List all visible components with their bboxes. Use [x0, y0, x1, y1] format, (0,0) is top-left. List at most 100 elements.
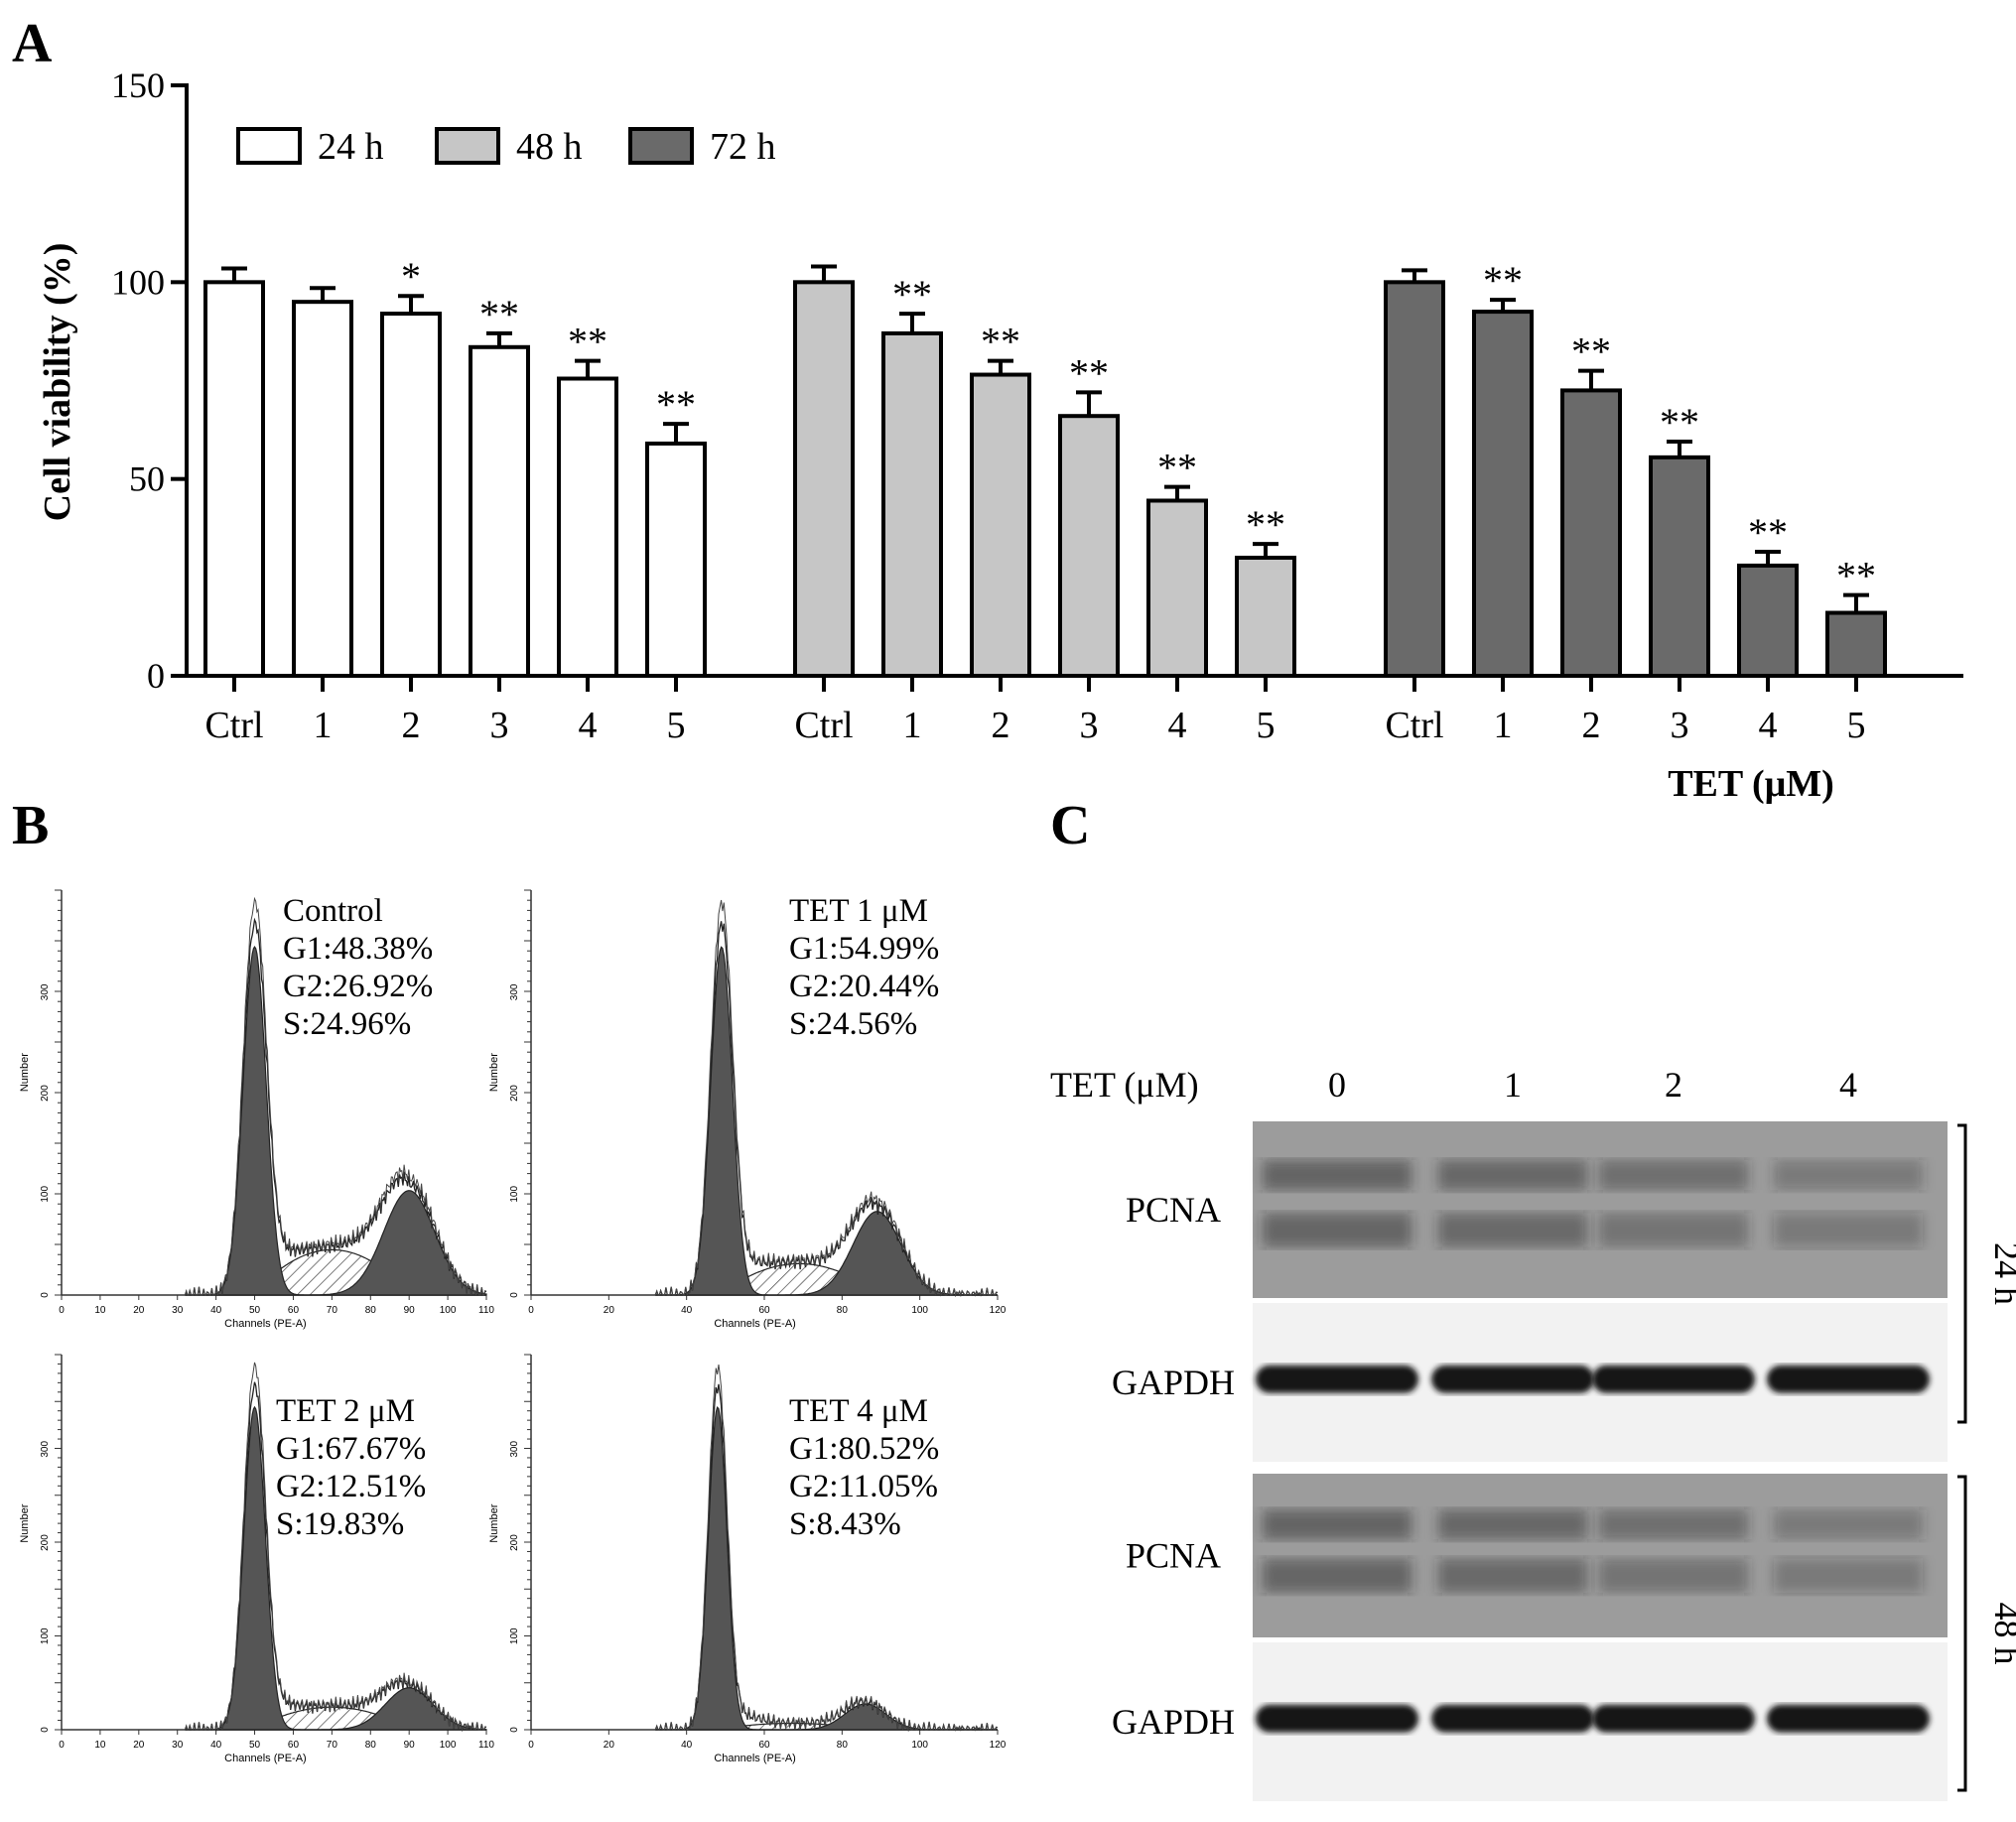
x-tick-label: 5	[1257, 705, 1276, 746]
hist-annotation-g1: G1:48.38%	[283, 931, 433, 967]
panel-a-y-axis-label: Cell viability (%)	[37, 243, 78, 522]
hist-x-axis-label: Channels (PE-A)	[714, 1318, 796, 1330]
bar	[1384, 280, 1445, 678]
pcna-band-upper	[1774, 1160, 1923, 1191]
significance-label: **	[1246, 502, 1285, 547]
bar	[793, 280, 855, 678]
pcna-band-upper	[1774, 1509, 1923, 1540]
pcna-band-lower	[1263, 1213, 1411, 1247]
bar	[292, 300, 353, 678]
blot-strip-2: GAPDH	[1112, 1303, 1948, 1462]
significance-label: *	[401, 254, 421, 299]
x-tick-label: 3	[1671, 705, 1689, 746]
panel-a-bars: ***************************	[203, 254, 1887, 679]
hist-x-tick-label: 30	[172, 1305, 184, 1316]
panel-c-western-blot: C TET (μM) 0 1 2 4 PCNA GAPDH PCNA GAPDH 24 h 48…	[1050, 795, 2016, 1801]
hist-y-tick-label: 200	[509, 1534, 520, 1551]
gapdh-band	[1767, 1704, 1930, 1733]
pcna-band-upper	[1263, 1509, 1411, 1540]
hist-x-axis-label: Channels (PE-A)	[224, 1753, 307, 1764]
hist-y-axis-label: Number	[19, 1053, 31, 1092]
hist-x-tick-label: 60	[288, 1740, 300, 1751]
hist-y-tick-label: 300	[40, 1441, 51, 1458]
significance-label: **	[1157, 446, 1197, 490]
legend-swatch	[628, 127, 694, 165]
pcna-band-upper	[1438, 1160, 1587, 1191]
bar	[1737, 563, 1799, 679]
bar	[1146, 498, 1208, 678]
hist-y-tick-label: 0	[509, 1727, 520, 1733]
x-tick-label: 4	[579, 705, 598, 746]
time-label: 24 h	[1987, 1242, 2016, 1305]
pcna-membrane	[1253, 1474, 1948, 1637]
x-tick-label: 1	[903, 705, 922, 746]
hist-annotation-title: TET 1 μM	[789, 893, 928, 929]
pcna-band-lower	[1774, 1213, 1923, 1247]
hist-annotation-s: S:24.96%	[283, 1006, 411, 1042]
hist-x-tick-label: 20	[604, 1740, 615, 1751]
x-tick-label: 2	[1582, 705, 1601, 746]
hist-y-tick-label: 300	[509, 983, 520, 1000]
x-tick-label: 5	[667, 705, 686, 746]
hist-y-tick-label: 300	[509, 1441, 520, 1458]
pcna-membrane	[1253, 1121, 1948, 1298]
hist-x-tick-label: 20	[133, 1740, 145, 1751]
x-tick-label: 2	[402, 705, 421, 746]
panel-b-letter: B	[12, 795, 49, 856]
g2-peak-area	[185, 1687, 487, 1731]
x-tick-label: 5	[1847, 705, 1866, 746]
significance-label: **	[656, 382, 696, 427]
hist-x-tick-label: 50	[249, 1305, 261, 1316]
y-tick-label: 150	[111, 65, 165, 105]
gapdh-band	[1431, 1365, 1594, 1393]
hist-annotation-title: TET 4 μM	[789, 1393, 928, 1429]
blot-row-label: GAPDH	[1112, 1363, 1235, 1402]
g2-peak-area	[655, 1211, 998, 1296]
hist-y-tick-label: 200	[40, 1085, 51, 1102]
legend-swatch	[435, 127, 500, 165]
hist-y-tick-label: 100	[40, 1627, 51, 1644]
significance-label: **	[1483, 258, 1523, 303]
hist-x-tick-label: 90	[404, 1740, 416, 1751]
hist-x-tick-label: 0	[528, 1305, 534, 1316]
gapdh-band	[1256, 1704, 1418, 1733]
hist-x-tick-label: 0	[59, 1740, 65, 1751]
significance-label: **	[1836, 554, 1876, 598]
dose-label: 1	[1504, 1065, 1522, 1105]
hist-x-tick-label: 10	[94, 1305, 106, 1316]
hist-x-tick-label: 40	[681, 1305, 693, 1316]
hist-x-tick-label: 80	[837, 1740, 849, 1751]
legend-swatch	[236, 127, 302, 165]
dose-label: 0	[1328, 1065, 1346, 1105]
pcna-band-upper	[1438, 1509, 1587, 1540]
dose-label: 2	[1665, 1065, 1682, 1105]
bar	[1560, 388, 1622, 678]
blot-row-label: GAPDH	[1112, 1702, 1235, 1742]
significance-label: **	[892, 272, 932, 317]
hist-x-tick-label: 110	[478, 1740, 494, 1751]
panel-c-letter: C	[1050, 795, 1090, 856]
hist-y-axis-label: Number	[488, 1503, 500, 1542]
hist-annotation-s: S:24.56%	[789, 1006, 917, 1042]
hist-y-axis-label: Number	[19, 1503, 31, 1542]
pcna-band-lower	[1263, 1558, 1411, 1593]
x-tick-label: Ctrl	[794, 705, 853, 746]
hist-x-tick-label: 40	[210, 1305, 222, 1316]
blot-strip-4: GAPDH	[1112, 1642, 1948, 1801]
bar	[881, 330, 943, 678]
legend-label: 24 h	[318, 126, 384, 168]
time-label: 48 h	[1987, 1603, 2016, 1665]
hist-x-tick-label: 100	[440, 1740, 457, 1751]
histogram-raw-line-outer	[654, 1365, 999, 1732]
hist-x-tick-label: 60	[758, 1305, 770, 1316]
pcna-band-lower	[1438, 1558, 1587, 1593]
pcna-band-upper	[1599, 1160, 1748, 1191]
hist-x-tick-label: 60	[758, 1740, 770, 1751]
hist-y-tick-label: 100	[509, 1627, 520, 1644]
pcna-band-lower	[1774, 1558, 1923, 1593]
y-tick-label: 50	[129, 459, 165, 499]
gapdh-band	[1431, 1704, 1594, 1733]
bar	[1649, 455, 1710, 678]
